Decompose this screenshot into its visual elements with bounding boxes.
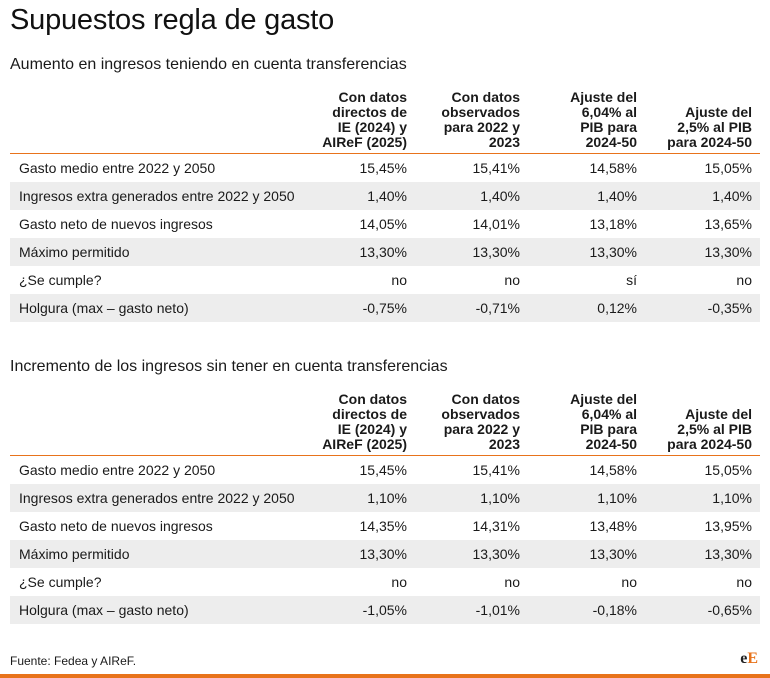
header-col-2: Con datos observados para 2022 y 2023 <box>415 392 528 456</box>
section-2-table: Con datos directos de IE (2024) y AIReF … <box>10 392 760 624</box>
row-label: Máximo permitido <box>10 238 305 266</box>
cell-value: -1,05% <box>305 596 415 624</box>
brand-logo: eE <box>740 650 758 667</box>
table-row: Máximo permitido 13,30% 13,30% 13,30% 13… <box>10 238 760 266</box>
cell-value: -0,71% <box>415 294 528 322</box>
cell-value: sí <box>626 272 637 288</box>
cell-value: no <box>391 272 407 288</box>
table-row: Ingresos extra generados entre 2022 y 20… <box>10 484 760 512</box>
cell-value: 15,45% <box>359 462 407 478</box>
row-label: Holgura (max – gasto neto) <box>10 294 305 322</box>
cell-value: -0,75% <box>305 294 415 322</box>
table-row: Ingresos extra generados entre 2022 y 20… <box>10 182 760 210</box>
header-col-4: Ajuste del 2,5% al PIB para 2024-50 <box>645 90 760 154</box>
table-row: Gasto medio entre 2022 y 2050 15,45% 15,… <box>10 154 760 183</box>
page-title: Supuestos regla de gasto <box>10 4 335 36</box>
table-row: Gasto neto de nuevos ingresos 14,05% 14,… <box>10 210 760 238</box>
table-header-row: Con datos directos de IE (2024) y AIReF … <box>10 90 760 154</box>
source-note: Fuente: Fedea y AIReF. <box>10 654 137 668</box>
cell-value: 1,10% <box>415 484 528 512</box>
cell-value: 13,18% <box>589 216 637 232</box>
table-header-row: Con datos directos de IE (2024) y AIReF … <box>10 392 760 456</box>
cell-value: 13,30% <box>528 238 645 266</box>
row-label: Gasto medio entre 2022 y 2050 <box>19 160 216 176</box>
cell-value: -0,65% <box>645 596 760 624</box>
row-label: Ingresos extra generados entre 2022 y 20… <box>10 182 305 210</box>
row-label: Ingresos extra generados entre 2022 y 20… <box>10 484 305 512</box>
section-1-table: Con datos directos de IE (2024) y AIReF … <box>10 90 760 322</box>
cell-value: -0,35% <box>645 294 760 322</box>
cell-value: no <box>736 574 752 590</box>
cell-value: no <box>736 272 752 288</box>
table-row: Gasto neto de nuevos ingresos 14,35% 14,… <box>10 512 760 540</box>
cell-value: no <box>621 574 637 590</box>
table-row: Gasto medio entre 2022 y 2050 15,45% 15,… <box>10 456 760 485</box>
cell-value: no <box>391 574 407 590</box>
cell-value: 1,40% <box>645 182 760 210</box>
cell-value: 15,05% <box>704 462 752 478</box>
cell-value: 13,30% <box>415 238 528 266</box>
cell-value: 14,31% <box>472 518 520 534</box>
row-label: Gasto neto de nuevos ingresos <box>19 216 213 232</box>
cell-value: 13,30% <box>645 540 760 568</box>
cell-value: no <box>504 272 520 288</box>
cell-value: 14,01% <box>472 216 520 232</box>
cell-value: 15,45% <box>359 160 407 176</box>
cell-value: 14,35% <box>359 518 407 534</box>
table-row: Máximo permitido 13,30% 13,30% 13,30% 13… <box>10 540 760 568</box>
row-label: Gasto neto de nuevos ingresos <box>19 518 213 534</box>
cell-value: 13,30% <box>528 540 645 568</box>
cell-value: 13,65% <box>704 216 752 232</box>
cell-value: 13,30% <box>415 540 528 568</box>
table-row: ¿Se cumple? no no sí no <box>10 266 760 294</box>
header-col-3: Ajuste del 6,04% al PIB para 2024-50 <box>528 392 645 456</box>
cell-value: 14,05% <box>359 216 407 232</box>
cell-value: -1,01% <box>415 596 528 624</box>
header-empty <box>10 392 305 456</box>
cell-value: 13,48% <box>589 518 637 534</box>
header-col-1: Con datos directos de IE (2024) y AIReF … <box>305 90 415 154</box>
cell-value: 15,41% <box>472 462 520 478</box>
cell-value: 14,58% <box>589 160 637 176</box>
cell-value: 1,40% <box>528 182 645 210</box>
row-label: Gasto medio entre 2022 y 2050 <box>19 462 216 478</box>
header-col-3: Ajuste del 6,04% al PIB para 2024-50 <box>528 90 645 154</box>
cell-value: 13,30% <box>645 238 760 266</box>
header-col-4: Ajuste del 2,5% al PIB para 2024-50 <box>645 392 760 456</box>
header-col-2: Con datos observados para 2022 y 2023 <box>415 90 528 154</box>
cell-value: 1,10% <box>645 484 760 512</box>
table-row: Holgura (max – gasto neto) -0,75% -0,71%… <box>10 294 760 322</box>
cell-value: no <box>504 574 520 590</box>
cell-value: -0,18% <box>528 596 645 624</box>
header-empty <box>10 90 305 154</box>
cell-value: 0,12% <box>528 294 645 322</box>
header-col-1: Con datos directos de IE (2024) y AIReF … <box>305 392 415 456</box>
cell-value: 1,10% <box>528 484 645 512</box>
row-label: ¿Se cumple? <box>19 272 102 288</box>
cell-value: 1,40% <box>305 182 415 210</box>
cell-value: 13,30% <box>305 540 415 568</box>
row-label: ¿Se cumple? <box>19 574 102 590</box>
cell-value: 15,05% <box>704 160 752 176</box>
cell-value: 13,30% <box>305 238 415 266</box>
cell-value: 14,58% <box>589 462 637 478</box>
table-row: Holgura (max – gasto neto) -1,05% -1,01%… <box>10 596 760 624</box>
section-2-subtitle: Incremento de los ingresos sin tener en … <box>10 358 448 375</box>
row-label: Máximo permitido <box>10 540 305 568</box>
section-1-subtitle: Aumento en ingresos teniendo en cuenta t… <box>10 56 407 73</box>
cell-value: 13,95% <box>704 518 752 534</box>
table-row: ¿Se cumple? no no no no <box>10 568 760 596</box>
row-label: Holgura (max – gasto neto) <box>10 596 305 624</box>
cell-value: 15,41% <box>472 160 520 176</box>
bottom-accent-bar <box>0 674 770 678</box>
cell-value: 1,40% <box>415 182 528 210</box>
cell-value: 1,10% <box>305 484 415 512</box>
